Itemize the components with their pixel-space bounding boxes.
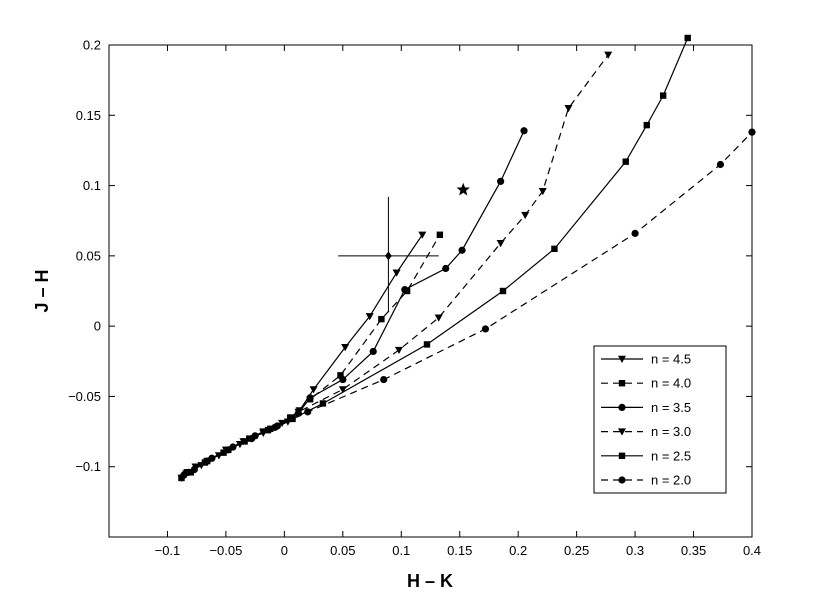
data-point — [684, 34, 691, 42]
data-point — [643, 121, 650, 129]
data-point — [392, 269, 401, 277]
data-point — [341, 344, 350, 352]
x-tick-label: −0.1 — [155, 543, 181, 558]
legend-marker — [618, 403, 626, 411]
x-tick-label: 0.4 — [743, 543, 761, 558]
data-point — [304, 408, 312, 416]
data-point — [309, 386, 318, 394]
data-point — [434, 314, 443, 322]
data-point — [481, 325, 490, 333]
data-point — [224, 446, 232, 454]
diamond-marker — [385, 251, 392, 261]
data-point — [203, 457, 211, 465]
x-tick-label: 0.1 — [392, 543, 410, 558]
data-point — [339, 375, 347, 384]
x-axis-label: H – K — [407, 571, 453, 591]
legend-marker — [618, 452, 626, 459]
data-point — [319, 400, 327, 407]
y-tick-label: −0.05 — [68, 389, 101, 404]
x-tick-label: 0.05 — [330, 543, 355, 558]
data-point — [337, 372, 344, 379]
data-point — [401, 285, 409, 294]
legend-marker — [618, 380, 626, 387]
data-point — [178, 474, 185, 482]
legend-label: n = 4.5 — [651, 352, 691, 367]
data-point — [264, 426, 272, 434]
legend-label: n = 2.0 — [651, 473, 691, 488]
data-point — [497, 177, 505, 185]
data-point — [365, 313, 374, 321]
legend-label: n = 3.5 — [651, 400, 691, 415]
data-point — [338, 386, 347, 394]
data-point — [520, 127, 528, 135]
data-point — [496, 240, 505, 248]
y-axis-label: J – H — [32, 269, 52, 312]
star-marker — [456, 182, 470, 196]
data-point — [278, 419, 287, 428]
legend-label: n = 3.0 — [651, 424, 691, 439]
data-point — [716, 160, 725, 169]
data-point — [306, 394, 314, 402]
x-tick-label: 0.25 — [564, 543, 589, 558]
data-point — [521, 211, 530, 220]
data-point — [659, 92, 667, 99]
data-point — [294, 408, 303, 416]
data-point — [458, 246, 466, 254]
data-point — [248, 435, 256, 443]
data-point — [564, 105, 573, 113]
legend-label: n = 4.0 — [651, 376, 691, 391]
data-point — [190, 465, 198, 474]
y-tick-label: 0.05 — [76, 248, 101, 263]
data-point — [631, 229, 639, 237]
data-point — [423, 341, 431, 348]
data-point — [622, 158, 629, 165]
legend-marker — [618, 476, 626, 484]
y-tick-label: 0.1 — [83, 178, 101, 193]
data-point — [241, 438, 248, 445]
legend-box — [593, 345, 727, 494]
ticks-group: −0.1 −0.05 0 0.05 0.1 0.15 0.2 0.25 0.3 0.35 0.4 −0… — [68, 38, 761, 559]
y-tick-label: 0.15 — [76, 108, 101, 123]
data-point — [220, 449, 227, 456]
data-point — [442, 264, 450, 273]
data-point — [418, 231, 427, 239]
data-point — [369, 347, 377, 356]
legend-label: n = 2.5 — [651, 448, 691, 463]
data-point — [551, 245, 558, 253]
legend: n = 4.5 n = 4.0 n = 3.5 n = 3.0 n = 2.5 n = 2… — [593, 345, 727, 494]
data-point — [380, 375, 388, 384]
x-tick-label: 0.2 — [509, 543, 527, 558]
x-tick-label: −0.05 — [209, 543, 242, 558]
y-tick-label: −0.1 — [75, 459, 101, 474]
y-tick-label: 0.2 — [83, 38, 101, 53]
data-point — [499, 287, 507, 295]
x-tick-label: 0.3 — [626, 543, 644, 558]
extra-markers-layer — [338, 182, 470, 313]
data-point — [289, 415, 296, 423]
x-tick-label: 0.35 — [681, 543, 706, 558]
data-point — [394, 346, 403, 355]
x-tick-label: 0.15 — [447, 543, 472, 558]
markers-layer — [177, 34, 756, 482]
data-point — [748, 128, 756, 136]
data-point — [538, 187, 547, 196]
data-point — [604, 51, 613, 59]
x-tick-label: 0 — [281, 543, 288, 558]
legend-marker — [618, 428, 626, 436]
legend-marker — [618, 355, 626, 363]
y-tick-label: 0 — [94, 319, 101, 334]
data-point — [378, 315, 385, 323]
data-point — [184, 468, 193, 476]
data-point — [271, 423, 279, 431]
data-point — [436, 231, 444, 238]
